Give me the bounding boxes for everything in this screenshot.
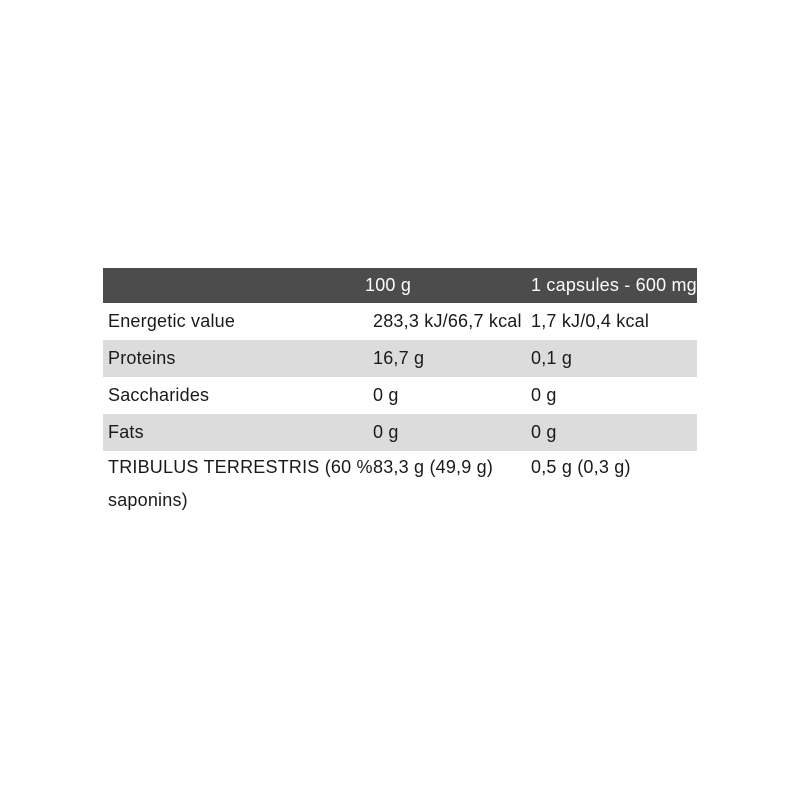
nutrition-facts-table: 100 g 1 capsules - 600 mg Energetic valu… xyxy=(103,268,697,524)
value-per-100g: 0 g xyxy=(373,384,399,405)
table-row: Fats 0 g 0 g xyxy=(103,414,697,451)
row-label: TRIBULUS TERRESTRIS (60 % saponins) xyxy=(108,457,373,510)
value-per-capsule: 0,1 g xyxy=(531,347,573,368)
value-per-100g: 16,7 g xyxy=(373,347,425,368)
table-row: Energetic value 283,3 kJ/66,7 kcal 1,7 k… xyxy=(103,303,697,340)
table-row: Saccharides 0 g 0 g xyxy=(103,377,697,414)
column-header-capsule: 1 capsules - 600 mg xyxy=(531,274,697,295)
column-header-100g: 100 g xyxy=(365,274,412,295)
table-row: Proteins 16,7 g 0,1 g xyxy=(103,340,697,377)
table-row: TRIBULUS TERRESTRIS (60 % saponins) 83,3… xyxy=(103,451,697,524)
value-per-capsule: 1,7 kJ/0,4 kcal xyxy=(531,310,650,331)
value-per-capsule: 0 g xyxy=(531,421,557,442)
value-per-capsule: 0,5 g (0,3 g) xyxy=(531,457,631,477)
value-per-100g: 283,3 kJ/66,7 kcal xyxy=(373,310,522,331)
value-per-capsule: 0 g xyxy=(531,384,557,405)
value-per-100g: 83,3 g (49,9 g) xyxy=(373,457,494,477)
row-label: Fats xyxy=(108,421,144,442)
row-label: Proteins xyxy=(108,347,176,368)
table-header-row: 100 g 1 capsules - 600 mg xyxy=(103,268,697,303)
row-label: Energetic value xyxy=(108,310,236,331)
value-per-100g: 0 g xyxy=(373,421,399,442)
row-label: Saccharides xyxy=(108,384,210,405)
